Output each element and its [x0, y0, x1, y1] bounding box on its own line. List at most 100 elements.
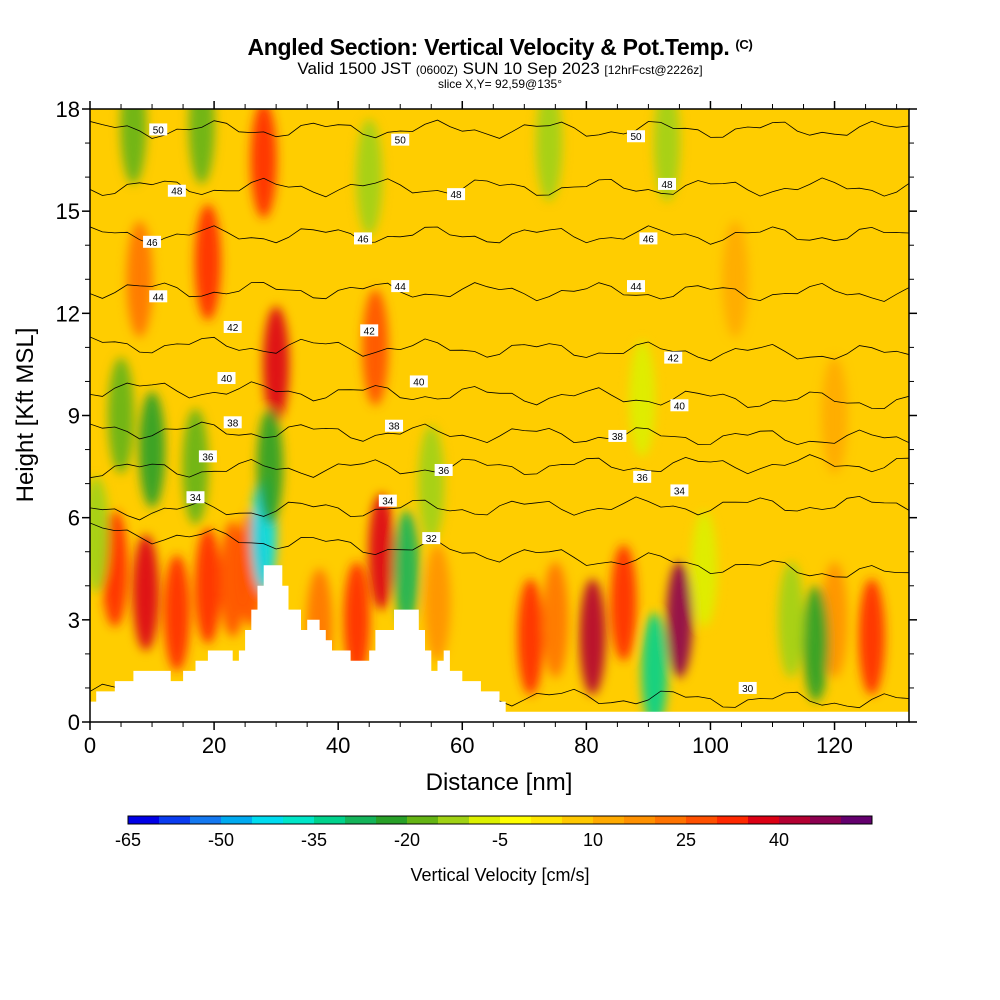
- velocity-cell: [188, 109, 215, 185]
- isentrope-32: [90, 522, 909, 578]
- isentrope-label-bg: [639, 232, 658, 245]
- colorbar-frame: [127, 815, 873, 825]
- velocity-cell: [194, 527, 221, 644]
- isentrope-40: [90, 381, 909, 410]
- velocity-cell: [858, 578, 885, 695]
- y-tick-label: 18: [56, 97, 80, 122]
- colorbar: -65 -50 -35 -20 -5 10 25 40: [115, 815, 873, 850]
- colorbar-swatch: [624, 816, 656, 824]
- isentrope-label-bg: [360, 324, 379, 337]
- forecast-info: [12hrFcst@2226z]: [604, 63, 703, 77]
- colorbar-swatch: [593, 816, 625, 824]
- velocity-cell: [579, 578, 606, 695]
- velocity-cell: [126, 221, 153, 338]
- colorbar-tick-label: -50: [208, 830, 234, 850]
- velocity-cell: [362, 289, 389, 406]
- velocity-cell: [393, 510, 420, 627]
- isentrope-label: 44: [630, 282, 642, 293]
- velocity-cell: [641, 612, 668, 722]
- x-tick-label: 60: [450, 733, 474, 758]
- colorbar-swatch: [376, 816, 408, 824]
- velocity-cell: [629, 340, 656, 457]
- velocity-cell: [778, 561, 805, 678]
- colorbar-swatch: [190, 816, 222, 824]
- isentrope-label-bg: [217, 372, 236, 385]
- colorbar-tick-label: 25: [676, 830, 696, 850]
- velocity-cell: [194, 204, 221, 321]
- terrain-profile: [90, 565, 909, 722]
- isentrope-label: 46: [357, 234, 369, 245]
- isentrope-label: 42: [364, 326, 376, 337]
- velocity-cell: [163, 555, 190, 672]
- isentrope-46: [90, 225, 909, 245]
- valid-utc: (0600Z): [415, 63, 458, 77]
- colorbar-swatch: [717, 816, 749, 824]
- colorbar-swatch: [407, 816, 439, 824]
- chart-title-text: Angled Section: Vertical Velocity & Pot.…: [247, 34, 730, 60]
- velocity-cell: [132, 534, 159, 651]
- isentrope-label: 36: [202, 452, 214, 463]
- isentrope-38: [90, 421, 909, 446]
- velocity-cell: [722, 221, 749, 338]
- isentrope-label: 46: [643, 234, 655, 245]
- colorbar-swatch: [779, 816, 811, 824]
- valid-prefix: Valid 1500 JST: [297, 59, 412, 78]
- valid-date: SUN 10 Sep 2023: [462, 59, 600, 78]
- x-axis-label: Distance [nm]: [426, 769, 573, 796]
- isentrope-50: [90, 119, 909, 139]
- velocity-cell: [536, 109, 563, 202]
- colorbar-label: Vertical Velocity [cm/s]: [410, 865, 589, 885]
- colorbar-swatch: [159, 816, 191, 824]
- isentrope-label: 44: [153, 292, 165, 303]
- x-tick-label: 120: [816, 733, 853, 758]
- colorbar-swatch: [252, 816, 284, 824]
- velocity-cell: [139, 391, 166, 508]
- isentrope-label-bg: [627, 280, 645, 293]
- x-tick-label: 0: [84, 733, 96, 758]
- isentrope-36: [90, 454, 909, 479]
- y-tick-label: 15: [56, 199, 80, 224]
- isentrope-label-bg: [385, 419, 404, 432]
- isentrope-label-bg: [198, 450, 217, 463]
- isentrope-label: 50: [630, 132, 642, 143]
- isentrope-label-bg: [670, 484, 689, 497]
- x-tick-label: 40: [326, 733, 350, 758]
- isentrope-label: 42: [227, 323, 239, 334]
- colorbar-swatch: [655, 816, 687, 824]
- isentrope-label-bg: [149, 123, 168, 136]
- colorbar-swatch: [314, 816, 346, 824]
- y-tick-label: 9: [68, 404, 80, 429]
- colorbar-tick-label: -65: [115, 830, 141, 850]
- velocity-cell: [120, 109, 147, 185]
- isentrope-label: 38: [227, 418, 239, 429]
- colorbar-swatch: [810, 816, 842, 824]
- x-tick-label: 80: [574, 733, 598, 758]
- isentrope-label-bg: [391, 133, 410, 146]
- isentrope-label: 34: [190, 493, 202, 504]
- velocity-cell: [108, 357, 135, 474]
- velocity-cell: [691, 510, 718, 627]
- isentrope-label: 48: [451, 190, 463, 201]
- velocity-cell: [418, 425, 445, 542]
- isentrope-48: [90, 177, 909, 198]
- colorbar-swatch: [686, 816, 718, 824]
- isentrope-42: [90, 336, 909, 362]
- isentrope-label: 48: [171, 187, 183, 198]
- isentrope-label: 46: [146, 238, 158, 249]
- isentrope-label-bg: [608, 429, 627, 442]
- isentrope-label: 38: [612, 432, 624, 443]
- colorbar-swatch: [283, 816, 315, 824]
- isentrope-label: 50: [153, 125, 165, 136]
- terrain: [90, 565, 909, 722]
- y-tick-label: 12: [56, 301, 80, 326]
- y-axis-label: Height [Kft MSL]: [12, 328, 39, 503]
- isentrope-label-bg: [670, 399, 689, 412]
- colorbar-tick-label: -35: [301, 830, 327, 850]
- colorbar-swatch: [345, 816, 377, 824]
- colorbar-swatch: [128, 816, 160, 824]
- isentrope-label: 40: [413, 377, 425, 388]
- plot-area: 30 32 34 34 34 36 36 36 38 38 38 40 40 40 42 42 42 44 44 44…: [90, 109, 909, 722]
- isentrope-label-bg: [167, 184, 186, 197]
- isentrope-label-bg: [664, 351, 683, 364]
